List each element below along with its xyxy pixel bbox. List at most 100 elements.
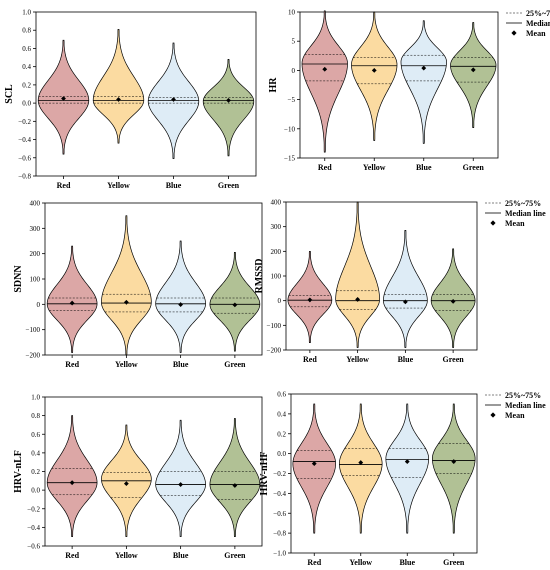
violin-red bbox=[292, 403, 336, 534]
mean-marker bbox=[232, 302, 238, 308]
mean-marker bbox=[171, 97, 176, 102]
legend-quartile-label: 25%~75% bbox=[505, 391, 541, 400]
y-tick-label: 0.2 bbox=[31, 468, 40, 476]
violin-panel-hrv-nlf: −0.6 −0.4 −0.2 0.0 0.2 0.4 0.6 0.8 1.0 HRV-nLF Red… bbox=[13, 394, 263, 560]
y-tick-label: 1.0 bbox=[22, 9, 31, 17]
violin-panel-rmssd: −200 −100 0 100 200 300 400 RMSSD Red Yellow Blue G… bbox=[254, 199, 546, 365]
mean-marker bbox=[61, 96, 66, 101]
y-tick-label: 0 bbox=[292, 67, 296, 75]
y-tick-label: 200 bbox=[30, 250, 41, 258]
mean-marker bbox=[451, 459, 457, 464]
y-tick-label: 0.2 bbox=[22, 81, 31, 89]
violin-green bbox=[209, 418, 261, 538]
violin-blue bbox=[385, 403, 429, 534]
category-label: Blue bbox=[173, 551, 189, 560]
legend-quartile-label: 25%~75% bbox=[526, 9, 550, 18]
y-tick-label: 10 bbox=[288, 9, 296, 17]
y-tick-label: 0.4 bbox=[31, 449, 40, 457]
category-label: Red bbox=[65, 551, 79, 560]
y-tick-label: −0.8 bbox=[273, 530, 286, 538]
category-label: Yellow bbox=[346, 355, 369, 364]
y-tick-label: 200 bbox=[271, 248, 282, 256]
mean-marker bbox=[371, 68, 377, 73]
mean-marker bbox=[178, 482, 184, 487]
category-label: Green bbox=[443, 355, 465, 364]
category-label: Green bbox=[224, 551, 246, 560]
violin-blue bbox=[155, 419, 206, 538]
violin-blue bbox=[155, 240, 206, 353]
y-tick-label: 0.0 bbox=[277, 450, 286, 458]
y-tick-label: −0.2 bbox=[273, 470, 286, 478]
y-tick-label: 300 bbox=[271, 223, 282, 231]
y-tick-label: −1.0 bbox=[273, 550, 286, 558]
legend-median-label: Median line bbox=[505, 401, 546, 410]
mean-marker bbox=[232, 483, 238, 488]
mean-marker bbox=[470, 67, 476, 73]
violin-yellow bbox=[335, 201, 380, 348]
mean-marker bbox=[116, 97, 121, 102]
legend-mean-label: Mean bbox=[505, 219, 525, 228]
violin-red bbox=[46, 415, 98, 538]
y-tick-label: 0.2 bbox=[277, 430, 286, 438]
violin-green bbox=[209, 252, 261, 352]
y-tick-label: 0.4 bbox=[22, 63, 31, 71]
mean-marker bbox=[69, 300, 75, 306]
violin-yellow bbox=[101, 215, 152, 356]
y-axis-label: SCL bbox=[4, 84, 15, 104]
category-label: Yellow bbox=[115, 360, 138, 369]
category-label: Blue bbox=[398, 355, 414, 364]
mean-marker bbox=[123, 299, 129, 305]
violin-yellow bbox=[339, 403, 383, 534]
violin-green bbox=[432, 403, 476, 534]
y-tick-label: 0.6 bbox=[277, 391, 286, 399]
y-tick-label: 0.6 bbox=[31, 431, 40, 439]
violin-green bbox=[450, 22, 497, 128]
y-axis-label: HRV-nHF bbox=[259, 452, 270, 496]
mean-marker bbox=[355, 297, 361, 302]
mean-marker bbox=[307, 297, 313, 303]
violin-panel-hr: −15−10−50510HRRedYellowBlueGreen25%~75%M… bbox=[268, 9, 550, 173]
y-tick-label: 5 bbox=[292, 38, 296, 46]
mean-marker bbox=[178, 302, 184, 307]
y-tick-label: −200 bbox=[26, 352, 41, 360]
y-tick-label: 100 bbox=[30, 276, 41, 284]
legend-mean-label: Mean bbox=[526, 29, 546, 38]
y-tick-label: −0.2 bbox=[27, 505, 40, 513]
mean-marker bbox=[421, 65, 427, 71]
category-label: Red bbox=[65, 360, 79, 369]
category-label: Yellow bbox=[363, 163, 386, 172]
violin-red bbox=[301, 10, 348, 153]
y-tick-label: −0.6 bbox=[273, 510, 286, 518]
y-tick-label: 0.8 bbox=[22, 27, 31, 35]
y-tick-label: −5 bbox=[288, 96, 296, 104]
y-tick-label: 0.8 bbox=[31, 412, 40, 420]
violin-panel-hrv-nhf: −1.0 −0.8 −0.6 −0.4 −0.2 0.0 0.2 0.4 0.6 HRV-nHF R… bbox=[259, 391, 546, 568]
y-tick-label: 0.6 bbox=[22, 45, 31, 53]
category-label: Yellow bbox=[115, 551, 138, 560]
legend-median-label: Median line bbox=[505, 209, 546, 218]
y-tick-label: −15 bbox=[284, 155, 295, 163]
y-tick-label: −10 bbox=[284, 125, 295, 133]
category-label: Red bbox=[303, 355, 317, 364]
y-tick-label: 0 bbox=[37, 301, 41, 309]
legend-mean-swatch bbox=[511, 30, 517, 36]
legend-quartile-label: 25%~75% bbox=[505, 199, 541, 208]
mean-marker bbox=[322, 66, 328, 72]
violin-red bbox=[287, 250, 333, 343]
mean-marker bbox=[404, 459, 410, 464]
violin-panel-sdnn: −200 −100 0 100 200 300 400 SDNN Red Yellow Blue Gr… bbox=[13, 200, 263, 369]
mean-marker bbox=[450, 299, 456, 304]
category-label: Green bbox=[443, 558, 465, 567]
y-tick-label: −200 bbox=[267, 347, 282, 355]
violin-red bbox=[46, 245, 98, 353]
y-tick-label: 300 bbox=[30, 225, 41, 233]
y-tick-label: 400 bbox=[271, 199, 282, 207]
category-label: Green bbox=[224, 360, 246, 369]
category-label: Red bbox=[318, 163, 332, 172]
category-label: Blue bbox=[399, 558, 415, 567]
y-tick-label: 100 bbox=[271, 273, 282, 281]
violin-green bbox=[430, 248, 476, 348]
legend-mean-swatch bbox=[490, 220, 496, 226]
y-tick-label: −0.4 bbox=[273, 490, 286, 498]
